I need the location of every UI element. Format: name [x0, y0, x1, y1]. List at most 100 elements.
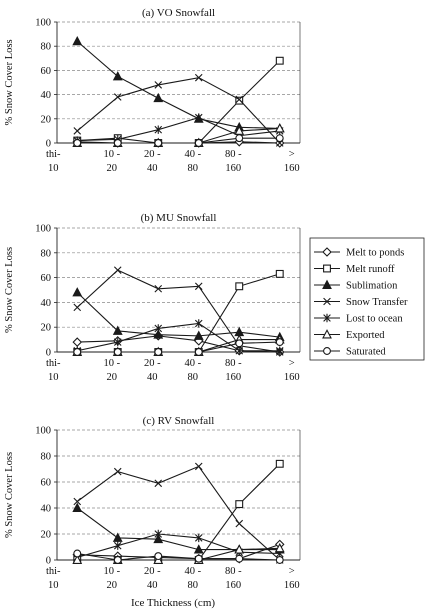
legend-label: Exported [346, 330, 385, 341]
legend-label: Snow Transfer [346, 297, 408, 308]
data-point [113, 337, 122, 347]
y-tick-label: 100 [35, 426, 51, 437]
data-point [275, 269, 284, 278]
data-point [154, 529, 163, 539]
legend-label: Saturated [346, 347, 386, 358]
series-line [77, 341, 280, 353]
data-point [72, 35, 83, 46]
data-point [194, 282, 203, 291]
chart-title: (b) MU Snowfall [141, 212, 217, 224]
series-snow-transfer [73, 73, 284, 147]
data-point [113, 266, 122, 274]
data-point [113, 541, 122, 550]
x-tick-label: 10 -20 [103, 149, 120, 174]
series-lost-to-ocean [73, 319, 284, 355]
y-tick-label: 0 [46, 556, 51, 567]
data-point [72, 554, 83, 564]
data-point [235, 96, 244, 105]
series-saturated [73, 338, 284, 356]
data-point [73, 139, 82, 147]
data-point [275, 459, 284, 468]
data-point [154, 324, 163, 333]
data-point [112, 325, 123, 335]
data-point [194, 554, 203, 563]
series-line [76, 269, 280, 353]
legend-marker [323, 347, 331, 355]
legend-label: Melt runoff [346, 264, 395, 275]
data-point [154, 139, 163, 147]
data-point [193, 330, 204, 340]
legend-item-melt-runoff: Melt runoff [314, 264, 395, 275]
data-point [275, 134, 284, 143]
data-point [112, 532, 123, 542]
data-point [194, 348, 203, 356]
x-tick-label: thi-10 [46, 566, 61, 591]
data-point [275, 56, 284, 65]
chart-title: (a) VO Snowfall [142, 7, 215, 19]
series-line [77, 322, 280, 352]
series-line [77, 543, 280, 560]
y-tick-label: 0 [46, 139, 51, 150]
series-line [76, 77, 281, 144]
legend-marker [323, 313, 331, 323]
y-tick-label: 40 [41, 504, 52, 515]
legend-marker [323, 264, 331, 273]
legend-item-lost-to-ocean: Lost to ocean [314, 314, 403, 325]
x-tick-label: 40 -80 [184, 358, 201, 383]
data-point [154, 479, 163, 488]
data-point [153, 92, 164, 103]
x-tick-label: 10 -20 [103, 358, 120, 383]
legend-marker [323, 297, 331, 306]
series-saturated [73, 134, 284, 147]
data-point [275, 346, 284, 355]
legend-item-snow-transfer: Snow Transfer [314, 297, 408, 308]
data-point [154, 348, 163, 356]
data-point [154, 125, 163, 134]
data-point [274, 542, 285, 553]
x-tick-label: 20 -40 [144, 149, 161, 174]
data-point [73, 303, 82, 312]
data-point [274, 123, 285, 133]
y-axis-label: % Snow Cover Loss [4, 39, 15, 125]
data-point [72, 287, 83, 297]
y-tick-label: 40 [41, 298, 52, 309]
series-sublimation [72, 287, 285, 342]
data-point [194, 462, 203, 471]
data-point [154, 552, 163, 561]
data-point [194, 139, 203, 147]
y-axis-label: % Snow Cover Loss [4, 247, 15, 333]
legend: Melt to ponds Melt runoff Sublimation Snow … [309, 237, 425, 361]
chart-panel-rv-snowfall: (c) RV Snowfall 0 20 40 60 80 100 thi-10 10 -20 2… [4, 415, 301, 591]
data-point [235, 500, 244, 509]
chart-panel-mu-snowfall: (b) MU Snowfall 0 20 40 60 80 100 thi-10 10 -20 2… [4, 212, 301, 383]
y-tick-label: 100 [35, 18, 51, 29]
data-point [73, 549, 82, 558]
y-tick-label: 20 [41, 114, 52, 125]
data-point [153, 533, 164, 544]
data-point [234, 544, 245, 554]
x-tick-label: thi-10 [46, 358, 61, 383]
y-tick-label: 80 [41, 248, 52, 259]
legend-item-sublimation: Sublimation [314, 279, 398, 292]
y-tick-label: 60 [41, 478, 52, 489]
data-point [235, 346, 244, 355]
data-point [194, 113, 203, 122]
data-point [193, 544, 204, 554]
legend-item-exported: Exported [314, 329, 385, 341]
data-point [113, 467, 122, 476]
x-tick-label: thi-10 [46, 149, 61, 174]
legend-marker [322, 247, 332, 257]
series-line [76, 465, 281, 561]
y-tick-label: 80 [41, 452, 52, 463]
chart-panel-vo-snowfall: (a) VO Snowfall 0 20 40 60 80 100 thi-10 10 -20 2… [4, 7, 301, 174]
series-line [76, 292, 280, 338]
legend-marker [322, 279, 332, 289]
y-axis-label: % Snow Cover Loss [4, 452, 15, 538]
data-point [113, 556, 122, 564]
x-tick-label: 80 -160 [225, 149, 242, 174]
data-point [275, 556, 284, 564]
data-point [235, 339, 244, 348]
x-tick-label: >160 [284, 566, 300, 591]
series-line [77, 547, 280, 561]
